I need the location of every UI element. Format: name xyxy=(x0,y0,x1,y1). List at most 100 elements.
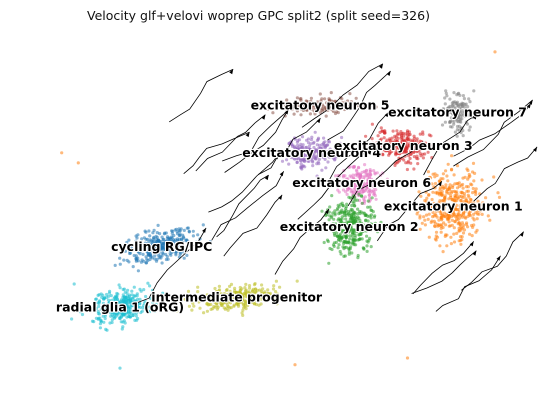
cell-point xyxy=(124,295,128,299)
cell-point xyxy=(301,143,305,147)
cell-point xyxy=(185,253,189,257)
cell-point xyxy=(441,250,445,254)
cell-point xyxy=(480,212,484,216)
cell-point xyxy=(395,129,399,133)
cell-point xyxy=(170,250,174,255)
cell-point xyxy=(182,256,186,260)
cell-point xyxy=(265,107,270,111)
cell-point xyxy=(443,96,447,100)
cell-point xyxy=(340,201,344,205)
cell-point xyxy=(478,203,482,207)
cell-point xyxy=(275,302,279,306)
cell-point xyxy=(403,144,407,148)
cell-point xyxy=(462,228,467,232)
cell-point xyxy=(374,105,378,109)
cell-point xyxy=(425,202,429,207)
cell-point xyxy=(178,252,182,256)
cell-point xyxy=(260,283,264,287)
cell-point xyxy=(467,213,471,217)
cell-point xyxy=(484,196,488,200)
cell-point xyxy=(175,309,179,313)
cell-point xyxy=(450,111,454,115)
cluster-label: excitatory neuron 2 xyxy=(280,219,419,234)
cell-point xyxy=(331,211,335,215)
cell-point xyxy=(177,233,181,237)
cell-point xyxy=(368,169,372,173)
cell-point xyxy=(190,308,194,312)
velocity-arrow xyxy=(419,141,423,147)
cell-point xyxy=(366,177,370,182)
cell-point xyxy=(453,182,457,186)
cell-point xyxy=(217,289,221,293)
cell-point xyxy=(444,169,448,173)
cell-point xyxy=(412,155,416,159)
cell-point xyxy=(328,246,332,251)
cell-point xyxy=(113,263,117,267)
cell-point xyxy=(107,291,112,295)
cell-point xyxy=(321,108,325,112)
cell-point xyxy=(391,129,395,133)
cell-point xyxy=(472,89,476,93)
cell-point xyxy=(205,293,209,297)
cell-point xyxy=(347,182,352,186)
cell-point xyxy=(403,139,407,143)
cell-point xyxy=(415,154,419,158)
cell-point xyxy=(146,253,150,257)
cell-point xyxy=(322,141,326,145)
cell-point xyxy=(294,151,298,155)
cell-point xyxy=(442,205,447,209)
velocity-arrow xyxy=(384,112,389,118)
cell-point xyxy=(177,238,182,242)
cluster-label: excitatory neuron 7 xyxy=(388,105,527,120)
cell-point xyxy=(466,193,470,197)
cell-point xyxy=(431,143,435,147)
cell-point xyxy=(355,169,359,173)
cell-point xyxy=(271,287,276,291)
cell-point xyxy=(172,233,176,238)
cell-point xyxy=(448,188,452,192)
velocity-streamline xyxy=(473,146,538,202)
cell-point xyxy=(419,194,423,198)
cell-point xyxy=(96,311,100,316)
cell-point xyxy=(445,107,449,111)
cell-point xyxy=(357,189,361,193)
cell-point xyxy=(468,100,472,104)
cell-point xyxy=(338,239,342,243)
cell-point xyxy=(99,320,103,324)
cell-point xyxy=(343,107,347,112)
cell-point xyxy=(455,231,459,235)
cell-point xyxy=(470,183,474,187)
cell-point xyxy=(430,219,434,223)
cell-point xyxy=(280,159,285,163)
cell-point xyxy=(446,162,450,166)
cell-point xyxy=(297,147,302,152)
cell-point xyxy=(358,179,362,183)
cell-point xyxy=(241,313,245,317)
cell-point xyxy=(96,317,100,321)
cell-point xyxy=(469,209,473,213)
cell-point xyxy=(424,213,429,217)
cell-point xyxy=(131,313,135,318)
cell-point xyxy=(339,252,343,256)
cell-point xyxy=(333,148,337,153)
cell-point xyxy=(460,113,464,117)
cell-point xyxy=(455,190,459,194)
cell-point xyxy=(137,301,142,305)
cell-point xyxy=(314,107,318,111)
cell-point xyxy=(352,204,356,208)
cell-point xyxy=(450,223,454,227)
cell-point xyxy=(341,211,345,215)
cell-point xyxy=(344,233,348,237)
cell-point xyxy=(143,247,147,251)
cell-point xyxy=(233,286,237,290)
cell-point xyxy=(362,189,366,193)
cell-point xyxy=(238,285,242,290)
cell-point xyxy=(364,134,368,138)
cell-point xyxy=(362,176,366,180)
cell-point xyxy=(343,174,347,178)
cell-point xyxy=(471,186,475,191)
cell-point xyxy=(333,233,337,237)
velocity-streamline xyxy=(195,114,266,172)
cell-point xyxy=(356,184,360,189)
cell-point xyxy=(295,96,299,100)
